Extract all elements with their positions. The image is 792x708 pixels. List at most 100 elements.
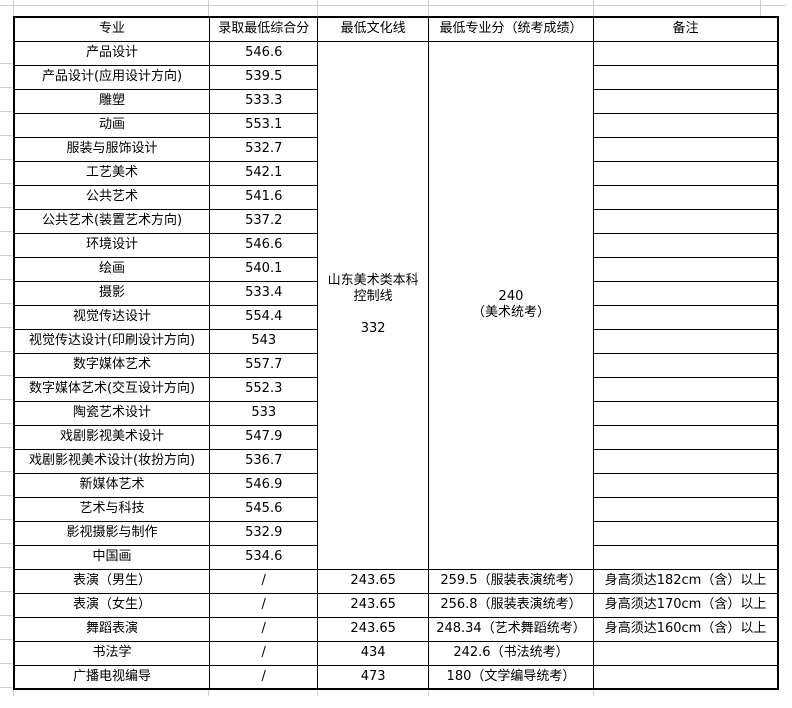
table-row: 艺术与科技 545.6	[13, 496, 779, 522]
spreadsheet-gridline-top	[0, 5, 786, 6]
cell-remark	[593, 88, 779, 114]
cell-comprehensive-score: 533.4	[209, 280, 319, 306]
table-row: 陶瓷艺术设计 533	[13, 400, 779, 426]
cell-comprehensive-score: 539.5	[209, 64, 319, 90]
cell-remark	[593, 544, 779, 570]
cell-major-score: 256.8（服装表演统考）	[427, 592, 595, 618]
cell-comprehensive-score: /	[209, 592, 319, 618]
table-row: 公共艺术 541.6	[13, 184, 779, 210]
table-row: 表演（男生）/243.65 259.5（服装表演统考） 身高须达182cm（含）以上	[13, 568, 779, 594]
cell-culture-line: 243.65	[317, 616, 429, 642]
spreadsheet-gridtick	[13, 690, 14, 696]
cell-remark	[593, 112, 779, 138]
cell-remark	[593, 376, 779, 402]
table-row: 产品设计(应用设计方向) 539.5	[13, 64, 779, 90]
cell-comprehensive-score: 540.1	[209, 256, 319, 282]
header-major: 专业	[13, 16, 211, 42]
cell-culture-line: 473	[317, 664, 429, 690]
table-row: 舞蹈表演/243.65 248.34（艺术舞蹈统考） 身高须达160cm（含）以上	[13, 616, 779, 642]
cell-comprehensive-score: /	[209, 616, 319, 642]
cell-comprehensive-score: 554.4	[209, 304, 319, 330]
cell-major: 环境设计	[13, 232, 211, 258]
cell-comprehensive-score: 532.7	[209, 136, 319, 162]
cell-major: 绘画	[13, 256, 211, 282]
cell-comprehensive-score: 545.6	[209, 496, 319, 522]
cell-comprehensive-score: 553.1	[209, 112, 319, 138]
cell-remark	[593, 136, 779, 162]
table-row: 动画 553.1	[13, 112, 779, 138]
header-comprehensive-score: 录取最低综合分	[209, 16, 319, 42]
table-row: 书法学/434 242.6（书法统考）	[13, 640, 779, 666]
table-row: 影视摄影与制作 532.9	[13, 520, 779, 546]
spreadsheet-gridtick	[428, 690, 429, 696]
table-row: 表演（女生）/243.65 256.8（服装表演统考） 身高须达170cm（含）以上	[13, 592, 779, 618]
cell-remark	[593, 304, 779, 330]
cell-major: 产品设计(应用设计方向)	[13, 64, 211, 90]
spreadsheet-gridtick	[208, 690, 209, 696]
cell-remark	[593, 256, 779, 282]
header-remark: 备注	[593, 16, 779, 42]
cell-major: 工艺美术	[13, 160, 211, 186]
spreadsheet-gridtick	[317, 690, 318, 696]
cell-major: 戏剧影视美术设计(妆扮方向)	[13, 448, 211, 474]
spreadsheet-gridtick	[760, 0, 761, 16]
cell-major: 服装与服饰设计	[13, 136, 211, 162]
cell-remark	[593, 424, 779, 450]
header-row: 专业 录取最低综合分 最低文化线 最低专业分（统考成绩） 备注	[13, 16, 779, 42]
table-row: 中国画 534.6	[13, 544, 779, 570]
cell-major: 公共艺术	[13, 184, 211, 210]
cell-remark	[593, 496, 779, 522]
cell-culture-line: 434	[317, 640, 429, 666]
cell-comprehensive-score: 557.7	[209, 352, 319, 378]
cell-major: 摄影	[13, 280, 211, 306]
cell-comprehensive-score: 532.9	[209, 520, 319, 546]
cell-major: 视觉传达设计(印刷设计方向)	[13, 328, 211, 354]
cell-remark	[593, 280, 779, 306]
cell-major: 书法学	[13, 640, 211, 666]
table-row: 公共艺术(装置艺术方向) 537.2	[13, 208, 779, 234]
cell-major: 陶瓷艺术设计	[13, 400, 211, 426]
cell-culture-line: 243.65	[317, 568, 429, 594]
spreadsheet-row-gridticks	[0, 40, 12, 690]
cell-comprehensive-score: /	[209, 568, 319, 594]
cell-remark	[593, 208, 779, 234]
cell-remark	[593, 232, 779, 258]
cell-major: 中国画	[13, 544, 211, 570]
table-row: 戏剧影视美术设计(妆扮方向) 536.7	[13, 448, 779, 474]
cell-comprehensive-score: 546.6	[209, 232, 319, 258]
cell-comprehensive-score: 533	[209, 400, 319, 426]
cell-comprehensive-score: 542.1	[209, 160, 319, 186]
table-row: 环境设计 546.6	[13, 232, 779, 258]
cell-culture-line-merged: 山东美术类本科 控制线 332	[317, 40, 429, 570]
cell-major: 动画	[13, 112, 211, 138]
cell-major: 艺术与科技	[13, 496, 211, 522]
cell-remark	[593, 664, 779, 690]
spreadsheet-gridtick	[208, 0, 209, 16]
cell-remark	[593, 400, 779, 426]
cell-remark	[593, 520, 779, 546]
spreadsheet-gridtick	[593, 0, 594, 16]
cell-major: 表演（女生）	[13, 592, 211, 618]
table-row: 新媒体艺术 546.9	[13, 472, 779, 498]
cell-major-score: 242.6（书法统考）	[427, 640, 595, 666]
cell-remark	[593, 352, 779, 378]
cell-comprehensive-score: 541.6	[209, 184, 319, 210]
cell-major: 新媒体艺术	[13, 472, 211, 498]
table-row: 雕塑 533.3	[13, 88, 779, 114]
cell-major: 公共艺术(装置艺术方向)	[13, 208, 211, 234]
cell-major: 数字媒体艺术	[13, 352, 211, 378]
cell-remark: 身高须达170cm（含）以上	[593, 592, 779, 618]
table-row: 工艺美术 542.1	[13, 160, 779, 186]
header-major-score: 最低专业分（统考成绩）	[427, 16, 595, 42]
cell-major: 表演（男生）	[13, 568, 211, 594]
cell-culture-line: 243.65	[317, 592, 429, 618]
cell-remark: 身高须达160cm（含）以上	[593, 616, 779, 642]
cell-major-score: 248.34（艺术舞蹈统考）	[427, 616, 595, 642]
cell-remark	[593, 184, 779, 210]
cell-remark	[593, 328, 779, 354]
cell-comprehensive-score: 546.9	[209, 472, 319, 498]
cell-major: 视觉传达设计	[13, 304, 211, 330]
cell-major: 雕塑	[13, 88, 211, 114]
cell-comprehensive-score: /	[209, 640, 319, 666]
table-row: 广播电视编导/473 180（文学编导统考）	[13, 664, 779, 690]
